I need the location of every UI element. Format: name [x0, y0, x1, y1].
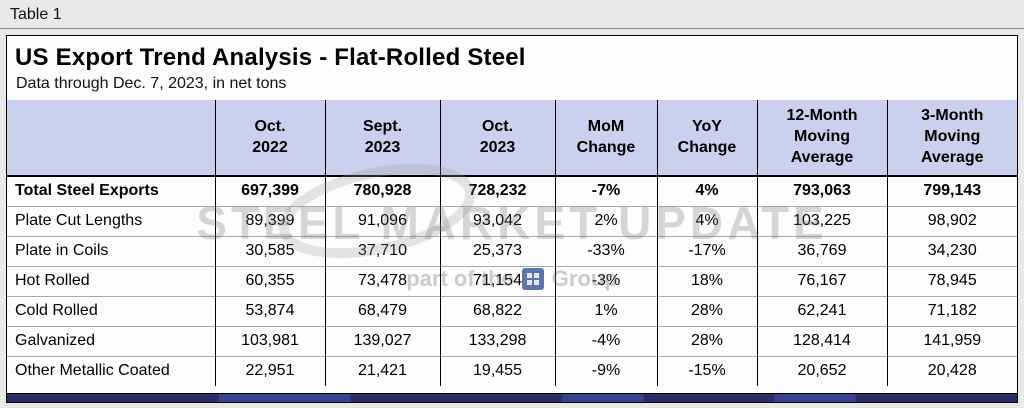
- value-cell: 60,355: [214, 265, 325, 296]
- value-cell: 30,585: [214, 235, 325, 266]
- value-cell: 793,063: [756, 176, 887, 206]
- value-cell: 1%: [554, 295, 657, 326]
- value-cell: 103,981: [214, 325, 325, 356]
- table-row: Hot Rolled 60,355 73,478 71,154 -3% 18% 76,167…: [7, 265, 1017, 296]
- value-cell: -33%: [554, 235, 657, 266]
- steel-exports-table: Oct. 2022 Sept. 2023 Oct. 2023 MoM Change Yo…: [7, 100, 1017, 386]
- value-cell: 21,421: [324, 355, 440, 386]
- row-label-cell: Plate in Coils: [7, 235, 215, 266]
- row-label-cell: Hot Rolled: [7, 265, 215, 296]
- value-cell: 93,042: [439, 205, 555, 236]
- table-row: Total Steel Exports 697,399 780,928 728,232…: [7, 176, 1017, 206]
- report-subtitle: Data through Dec. 7, 2023, in net tons: [16, 75, 287, 92]
- value-cell: 139,027: [324, 325, 440, 356]
- value-cell: 22,951: [214, 355, 325, 386]
- value-cell: -3%: [554, 265, 657, 296]
- value-cell: 20,428: [886, 355, 1017, 386]
- value-cell: 780,928: [324, 176, 440, 206]
- row-label-cell: Galvanized: [7, 325, 215, 356]
- column-header-cell: 12-Month Moving Average: [756, 100, 887, 177]
- value-cell: -15%: [656, 355, 757, 386]
- report-title: US Export Trend Analysis - Flat-Rolled S…: [15, 44, 526, 71]
- value-cell: -17%: [656, 235, 757, 266]
- value-cell: 37,710: [324, 235, 440, 266]
- value-cell: 89,399: [214, 205, 325, 236]
- value-cell: 71,182: [886, 295, 1017, 326]
- table-label: Table 1: [10, 6, 62, 23]
- row-label-cell: Cold Rolled: [7, 295, 215, 326]
- table-row: Other Metallic Coated 22,951 21,421 19,455-…: [7, 355, 1017, 386]
- column-header-cell: Oct. 2023: [439, 100, 555, 177]
- value-cell: 36,769: [756, 235, 887, 266]
- value-cell: 73,478: [324, 265, 440, 296]
- value-cell: 2%: [554, 205, 657, 236]
- value-cell: 28%: [656, 325, 757, 356]
- value-cell: 728,232: [439, 176, 555, 206]
- value-cell: 25,373: [439, 235, 555, 266]
- value-cell: -9%: [554, 355, 657, 386]
- value-cell: 141,959: [886, 325, 1017, 356]
- value-cell: 71,154: [439, 265, 555, 296]
- value-cell: 128,414: [756, 325, 887, 356]
- table-row: Cold Rolled 53,874 68,479 68,822 1% 28% 62,241…: [7, 295, 1017, 326]
- value-cell: 133,298: [439, 325, 555, 356]
- value-cell: 34,230: [886, 235, 1017, 266]
- value-cell: 103,225: [756, 205, 887, 236]
- row-label-cell: Total Steel Exports: [15, 182, 159, 200]
- column-header-cell: Sept. 2023: [324, 100, 440, 177]
- value-cell: 28%: [656, 295, 757, 326]
- header-row: Oct. 2022 Sept. 2023 Oct. 2023 MoM Change Yo…: [7, 100, 1017, 177]
- value-cell: 76,167: [756, 265, 887, 296]
- value-cell: 4%: [656, 205, 757, 236]
- table-head: Oct. 2022 Sept. 2023 Oct. 2023 MoM Change Yo…: [7, 100, 1017, 177]
- table-row: Plate in Coils 30,585 37,710 25,373 -33% -17%…: [7, 235, 1017, 266]
- value-cell: 91,096: [324, 205, 440, 236]
- next-table-edge: [7, 393, 1017, 402]
- column-header-cell: YoY Change: [656, 100, 757, 177]
- corner-header-cell: [7, 100, 215, 177]
- value-cell: 18%: [656, 265, 757, 296]
- value-cell: -7%: [554, 176, 657, 206]
- value-cell: 20,652: [756, 355, 887, 386]
- value-cell: 62,241: [756, 295, 887, 326]
- table-row: Plate Cut Lengths 89,399 91,096 93,042 2% 4% 1…: [7, 205, 1017, 236]
- value-cell: 68,479: [324, 295, 440, 326]
- row-label-cell: Plate Cut Lengths: [7, 205, 215, 236]
- value-cell: 78,945: [886, 265, 1017, 296]
- column-header-cell: Oct. 2022: [214, 100, 325, 177]
- value-cell: 68,822: [439, 295, 555, 326]
- report-panel: US Export Trend Analysis - Flat-Rolled S…: [6, 35, 1018, 403]
- value-cell: 53,874: [214, 295, 325, 326]
- table-body: Total Steel Exports 697,399 780,928 728,232…: [7, 176, 1017, 386]
- row-label-cell: Other Metallic Coated: [7, 355, 215, 386]
- value-cell: 4%: [656, 176, 757, 206]
- table-row: Galvanized 103,981 139,027 133,298 -4% 28% 128…: [7, 325, 1017, 356]
- value-cell: 799,143: [886, 176, 1017, 206]
- top-strip: Table 1: [0, 0, 1024, 29]
- value-cell: 19,455: [439, 355, 555, 386]
- value-cell: 697,399: [214, 176, 325, 206]
- column-header-cell: 3-Month Moving Average: [886, 100, 1017, 177]
- value-cell: -4%: [554, 325, 657, 356]
- column-header-cell: MoM Change: [554, 100, 657, 177]
- value-cell: 98,902: [886, 205, 1017, 236]
